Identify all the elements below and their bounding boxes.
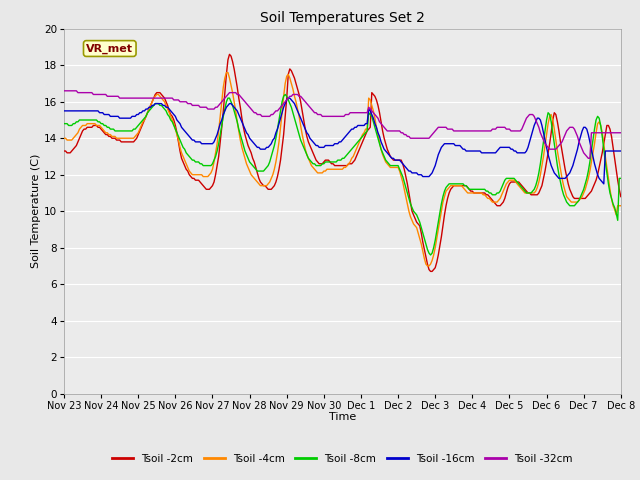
X-axis label: Time: Time — [329, 412, 356, 422]
Text: VR_met: VR_met — [86, 43, 133, 54]
Y-axis label: Soil Temperature (C): Soil Temperature (C) — [31, 154, 41, 268]
Title: Soil Temperatures Set 2: Soil Temperatures Set 2 — [260, 11, 425, 25]
Legend: Tsoil -2cm, Tsoil -4cm, Tsoil -8cm, Tsoil -16cm, Tsoil -32cm: Tsoil -2cm, Tsoil -4cm, Tsoil -8cm, Tsoi… — [108, 450, 577, 468]
